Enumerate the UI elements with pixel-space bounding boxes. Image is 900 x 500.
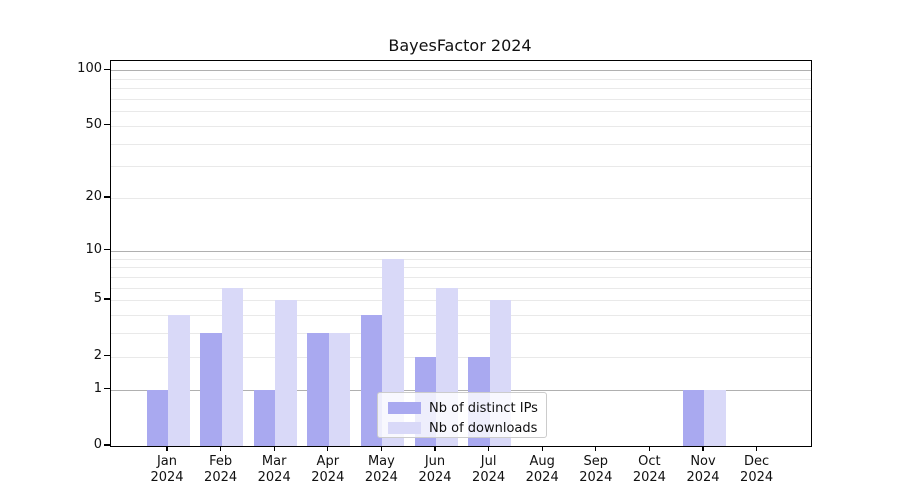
- legend: Nb of distinct IPs Nb of downloads: [377, 392, 547, 438]
- plot-area: [110, 60, 812, 447]
- gridline-60: [111, 111, 811, 113]
- y-tick-5: [104, 298, 110, 300]
- bar-nb-of-distinct-ips-apr: [307, 333, 329, 446]
- y-tick-label-100: 100: [77, 61, 102, 77]
- x-tick-label-nov: Nov 2024: [686, 454, 720, 485]
- x-tick-label-oct: Oct 2024: [632, 454, 666, 485]
- x-tick-label-mar: Mar 2024: [257, 454, 291, 485]
- x-tick-label-jun: Jun 2024: [418, 454, 452, 485]
- gridline-20: [111, 198, 811, 200]
- legend-swatch-nb-of-distinct-ips: [388, 402, 421, 414]
- x-tick-label-may: May 2024: [364, 454, 398, 485]
- gridline-9: [111, 258, 811, 260]
- gridline-1: [111, 389, 811, 391]
- legend-label-nb-of-downloads: Nb of downloads: [429, 420, 538, 436]
- y-tick-label-50: 50: [85, 116, 102, 132]
- x-tick-may: [380, 446, 383, 451]
- y-tick-20: [104, 196, 110, 198]
- x-tick-jan: [166, 446, 168, 451]
- x-tick-label-jul: Jul 2024: [472, 454, 506, 485]
- y-tick-label-10: 10: [85, 241, 102, 257]
- x-tick-sep: [595, 446, 597, 451]
- gridline-70: [111, 98, 811, 100]
- x-tick-nov: [702, 446, 704, 451]
- x-tick-apr: [327, 446, 329, 451]
- bar-nb-of-downloads-mar: [275, 300, 297, 446]
- y-tick-0: [104, 444, 110, 446]
- bar-nb-of-downloads-jan: [168, 314, 190, 446]
- x-tick-label-jan: Jan 2024: [150, 454, 184, 485]
- gridline-6: [111, 287, 811, 289]
- gridline-4: [111, 314, 811, 316]
- gridline-8: [111, 267, 811, 269]
- legend-swatch-nb-of-downloads: [388, 422, 421, 434]
- gridline-40: [111, 143, 811, 145]
- y-tick-label-20: 20: [85, 189, 102, 205]
- x-tick-oct: [648, 446, 651, 451]
- y-tick-100: [104, 68, 110, 70]
- bar-nb-of-downloads-feb: [221, 287, 244, 446]
- y-tick-50: [104, 124, 110, 126]
- bar-nb-of-distinct-ips-mar: [253, 389, 276, 446]
- bar-nb-of-downloads-apr: [328, 333, 351, 446]
- legend-entry-nb-of-distinct-ips: Nb of distinct IPs: [378, 398, 546, 418]
- x-tick-feb: [219, 446, 222, 451]
- gridline-90: [111, 78, 811, 80]
- x-tick-label-dec: Dec 2024: [740, 454, 774, 485]
- x-tick-jun: [434, 446, 436, 451]
- chart-title: BayesFactor 2024: [388, 36, 532, 55]
- x-tick-mar: [273, 446, 275, 451]
- gridline-30: [111, 166, 811, 168]
- x-tick-jul: [487, 446, 490, 451]
- y-tick-label-5: 5: [93, 291, 102, 307]
- x-tick-label-aug: Aug 2024: [525, 454, 559, 485]
- bar-nb-of-distinct-ips-feb: [200, 333, 222, 446]
- x-tick-label-apr: Apr 2024: [311, 454, 345, 485]
- bar-nb-of-distinct-ips-jan: [146, 389, 168, 446]
- gridline-5: [111, 300, 811, 302]
- x-tick-label-sep: Sep 2024: [579, 454, 613, 485]
- gridline-7: [111, 276, 811, 278]
- gridline-100: [111, 70, 811, 72]
- bar-nb-of-downloads-nov: [704, 389, 726, 446]
- gridline-80: [111, 88, 811, 90]
- gridline-2: [111, 356, 811, 358]
- x-tick-dec: [755, 446, 758, 451]
- legend-entry-nb-of-downloads: Nb of downloads: [378, 418, 546, 438]
- legend-label-nb-of-distinct-ips: Nb of distinct IPs: [429, 400, 538, 416]
- gridline-50: [111, 125, 811, 127]
- y-tick-2: [104, 354, 110, 357]
- x-tick-aug: [541, 446, 543, 451]
- y-tick-label-2: 2: [93, 347, 102, 363]
- bar-nb-of-distinct-ips-nov: [682, 389, 704, 446]
- y-tick-10: [104, 249, 110, 251]
- y-tick-label-1: 1: [93, 380, 102, 396]
- gridline-3: [111, 333, 811, 335]
- y-tick-1: [104, 387, 110, 390]
- y-tick-label-0: 0: [93, 437, 102, 452]
- gridline-10: [111, 250, 811, 252]
- x-tick-label-feb: Feb 2024: [204, 454, 238, 485]
